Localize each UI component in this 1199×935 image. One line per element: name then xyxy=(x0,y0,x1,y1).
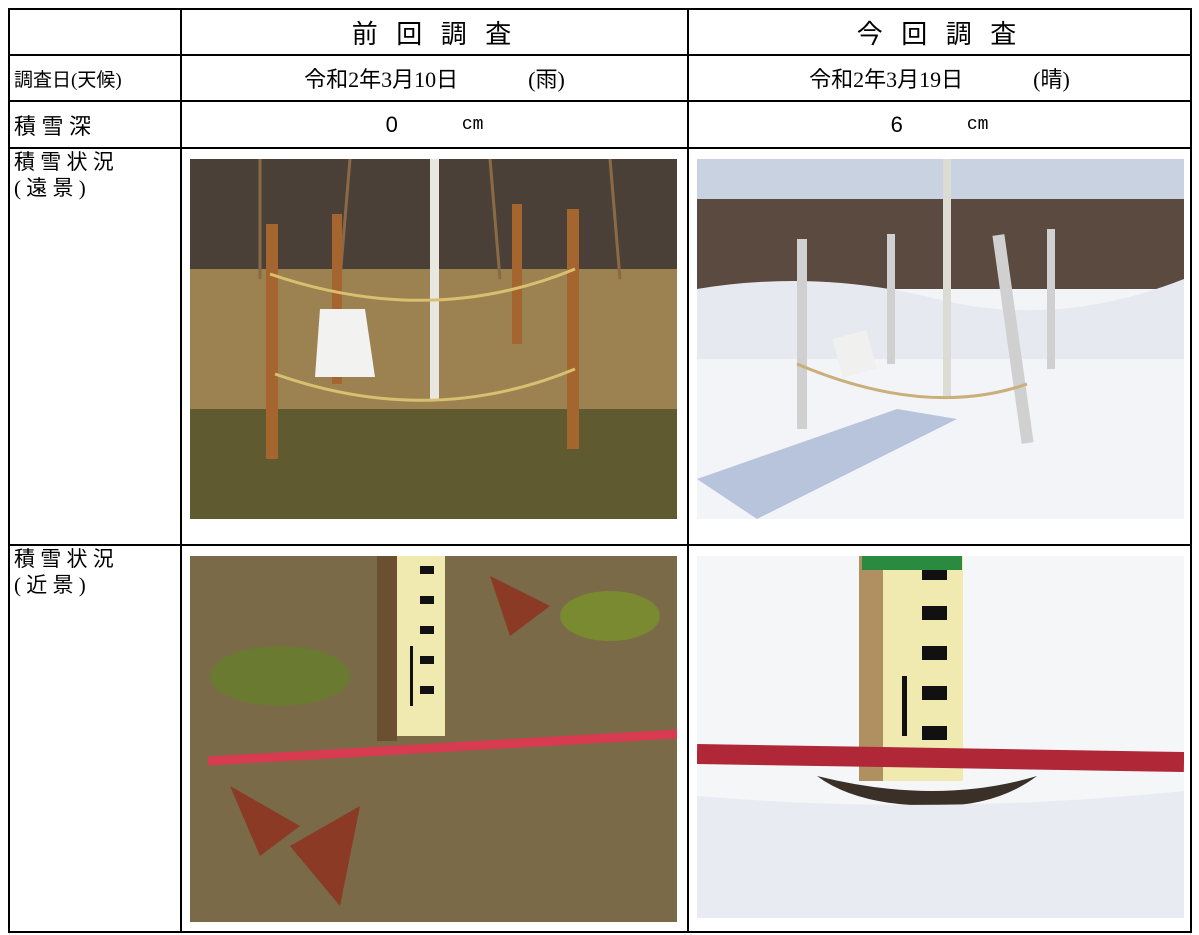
photo-shape xyxy=(430,159,439,399)
depth-value: 6 xyxy=(890,111,903,137)
photo-shape xyxy=(697,791,1184,918)
photo-shape xyxy=(817,776,1037,806)
photo-shape xyxy=(410,566,434,706)
date: 令和2年3月19日 xyxy=(809,67,964,92)
row-label: 積 雪 深 xyxy=(10,102,182,149)
corner-cell xyxy=(10,10,182,56)
label-line: 積 雪 状 況 xyxy=(14,150,114,174)
header-previous: 前 回 調 査 xyxy=(182,10,689,56)
depth-value: 0 xyxy=(385,111,398,137)
photo-shape xyxy=(269,267,576,402)
date-cell: 令和2年3月10日 (雨) xyxy=(182,56,689,102)
photo-shape xyxy=(266,224,278,459)
photo-shape xyxy=(922,686,947,700)
photo-cell xyxy=(689,149,1192,546)
photo-shape xyxy=(832,330,877,378)
photo-shape xyxy=(797,239,807,429)
row-label: 調査日(天候) xyxy=(10,56,182,102)
photo-cell xyxy=(182,149,689,546)
photo-shape xyxy=(943,159,951,399)
row-label: 積 雪 状 況 ( 遠 景 ) xyxy=(10,149,182,546)
photo-shape xyxy=(883,556,963,781)
photo-shape xyxy=(697,279,1184,359)
photo-shape xyxy=(887,234,895,364)
photo-cell xyxy=(689,546,1192,933)
photo-shape xyxy=(922,606,947,620)
header-current: 今 回 調 査 xyxy=(689,10,1192,56)
photo-shape xyxy=(420,626,434,634)
photo-shape xyxy=(420,686,434,694)
label-line: ( 近 景 ) xyxy=(14,573,86,597)
photo-near-previous xyxy=(190,556,677,922)
photo-shape xyxy=(210,646,350,706)
date: 令和2年3月10日 xyxy=(304,67,459,92)
weather: (雨) xyxy=(528,67,565,92)
survey-table: 前 回 調 査 今 回 調 査 調査日(天候) 令和2年3月10日 (雨) 令和… xyxy=(8,8,1192,933)
depth-unit: cm xyxy=(966,114,989,135)
photo-near-current xyxy=(697,556,1184,918)
photo-shape xyxy=(420,566,434,574)
photo-far-previous xyxy=(190,159,677,519)
date-cell: 令和2年3月19日 (晴) xyxy=(689,56,1192,102)
photo-shape xyxy=(992,234,1034,444)
photo-shape xyxy=(315,309,375,377)
photo-shape xyxy=(397,556,445,736)
photo-shape xyxy=(922,726,947,740)
photo-shape xyxy=(697,744,1184,772)
photo-shape xyxy=(1047,229,1055,369)
photo-shape xyxy=(230,576,550,906)
depth-cell: 0 cm xyxy=(182,102,689,149)
photo-shape xyxy=(796,362,1028,400)
photo-shape xyxy=(377,556,397,741)
photo-shape xyxy=(258,159,622,280)
depth-unit: cm xyxy=(461,114,484,135)
photo-shape xyxy=(190,409,677,519)
label-line: 積 雪 状 況 xyxy=(14,547,114,571)
photo-shape xyxy=(207,729,677,766)
label-line: ( 遠 景 ) xyxy=(14,176,86,200)
photo-shape xyxy=(859,556,883,781)
photo-shape xyxy=(608,159,622,280)
photo-shape xyxy=(697,409,957,519)
photo-shape xyxy=(902,676,907,736)
photo-shape xyxy=(922,646,947,660)
photo-shape xyxy=(420,596,434,604)
photo-shape xyxy=(567,209,579,449)
photo-shape xyxy=(332,214,342,384)
photo-shape xyxy=(488,159,502,280)
photo-shape xyxy=(512,204,522,344)
photo-shape xyxy=(420,656,434,664)
photo-shape xyxy=(862,556,962,570)
depth-cell: 6 cm xyxy=(689,102,1192,149)
row-label: 積 雪 状 況 ( 近 景 ) xyxy=(10,546,182,933)
photo-cell xyxy=(182,546,689,933)
photo-shape xyxy=(560,591,660,641)
photo-shape xyxy=(410,646,413,706)
photo-far-current xyxy=(697,159,1184,519)
photo-shape xyxy=(697,159,1184,199)
weather: (晴) xyxy=(1033,67,1070,92)
